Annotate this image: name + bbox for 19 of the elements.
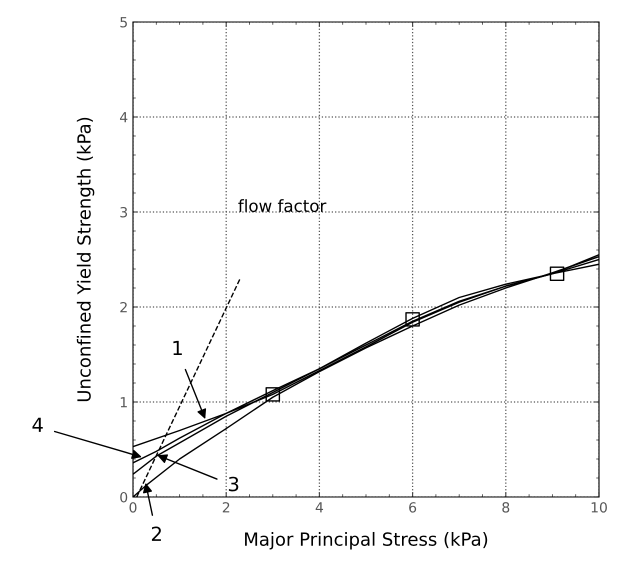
y-tick-label: 0 [120, 492, 128, 502]
y-axis-title: Unconfined Yield Strength (kPa) [76, 118, 94, 402]
y-tick-label: 3 [120, 206, 128, 218]
y-tick-label: 4 [120, 112, 128, 122]
x-tick-label: 0 [129, 502, 136, 513]
x-tick-label: 2 [222, 502, 230, 512]
x-tick-label: 10 [592, 502, 607, 513]
y-tick-label: 1 [120, 397, 127, 408]
x-tick-label: 8 [502, 502, 510, 513]
x-axis-title: Major Principal Stress (kPa) [245, 532, 488, 550]
annotation: 1 [173, 340, 182, 356]
annotation: 3 [228, 476, 238, 492]
annotation: 2 [152, 526, 161, 541]
y-tick-label: 5 [120, 17, 127, 28]
x-tick-label: 4 [316, 502, 324, 512]
annotation: flow factor [238, 199, 326, 212]
x-tick-label: 6 [409, 502, 416, 513]
y-tick-label: 2 [120, 302, 127, 312]
annotation: 4 [32, 418, 43, 432]
